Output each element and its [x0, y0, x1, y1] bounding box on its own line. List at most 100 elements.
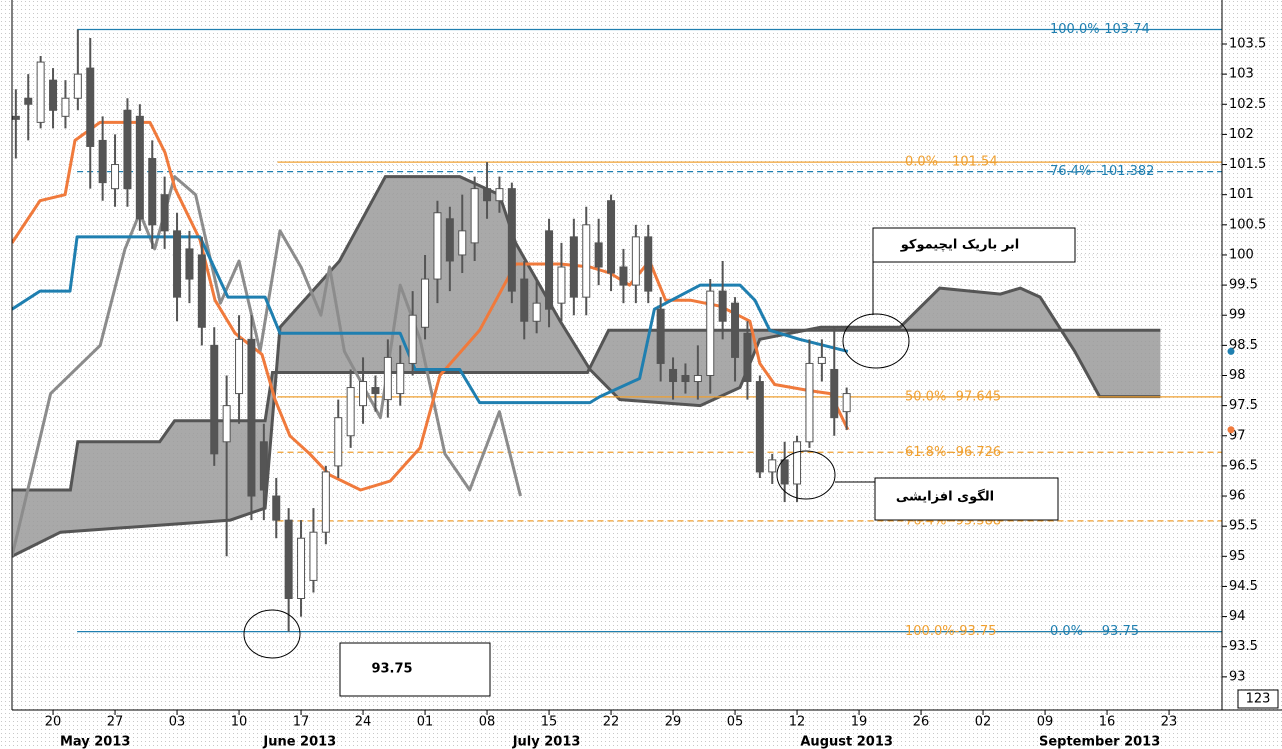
x-tick-label: 09: [1037, 715, 1054, 730]
candle-body: [594, 242, 603, 268]
x-tick-label: 01: [417, 715, 434, 730]
level-label: 0.0%----93.75: [1050, 624, 1139, 639]
level-label: 76.4%--101.382: [1050, 164, 1154, 179]
indicator-line: [12, 235, 849, 405]
level-label: 100.0%-103.74: [1050, 22, 1150, 37]
y-tick-label: 101: [1229, 187, 1254, 202]
x-tick-label: 10: [231, 715, 248, 730]
y-tick-label: 98: [1229, 368, 1246, 383]
candle-body: [656, 308, 665, 364]
candle-body: [842, 393, 851, 413]
month-label: September 2013: [1039, 735, 1160, 749]
annotation-text: ابر باریک ایچیموکو: [900, 238, 1020, 253]
y-tick-label: 95: [1229, 549, 1246, 564]
candle-body: [160, 194, 169, 232]
candle-body: [321, 471, 330, 533]
candle-body: [12, 115, 20, 120]
candle-body: [619, 266, 628, 286]
candle-body: [135, 115, 144, 220]
x-tick-label: 16: [1099, 715, 1116, 730]
annotation-circle: [776, 450, 836, 500]
candle-body: [768, 459, 777, 473]
candle-body: [793, 441, 802, 485]
y-tick-label: 101.5: [1229, 157, 1266, 172]
annotation-pattern: الگوی افزایشی: [776, 450, 1059, 521]
last-value-marker: [1227, 347, 1235, 355]
last-value-marker: [1227, 426, 1235, 434]
annotation-low: 93.75: [243, 609, 491, 697]
candle-body: [607, 200, 616, 274]
candle-body: [185, 248, 194, 280]
level-label: 50.0%--97.645: [905, 389, 1001, 404]
x-tick-label: 12: [789, 715, 806, 730]
candle-body: [421, 278, 430, 328]
candle-body: [61, 97, 70, 117]
month-label: May 2013: [60, 735, 131, 749]
candle-body: [545, 230, 554, 310]
candle-body: [644, 236, 653, 292]
x-tick-label: 29: [665, 715, 682, 730]
candle-body: [743, 332, 752, 383]
candle-body: [631, 236, 640, 286]
x-tick-label: 20: [45, 715, 62, 730]
cloud-line: [12, 328, 1161, 492]
y-tick-label: 94.5: [1229, 579, 1258, 594]
x-tick-label: 03: [169, 715, 186, 730]
candle-body: [111, 164, 120, 190]
x-tick-label: 02: [975, 715, 992, 730]
x-tick-label: 17: [293, 715, 310, 730]
y-tick-label: 99.5: [1229, 278, 1258, 293]
candle-body: [483, 188, 492, 202]
candle-body: [334, 417, 343, 467]
candle-body: [210, 344, 219, 455]
candle-body: [346, 387, 355, 437]
candle-body: [706, 290, 715, 376]
annotation-text: الگوی افزایشی: [896, 489, 994, 505]
candle-body: [173, 230, 182, 298]
candle-body: [718, 290, 727, 322]
candle-body: [396, 362, 405, 395]
month-label: June 2013: [262, 735, 336, 749]
candle-body: [309, 531, 318, 581]
cloud-line: [12, 175, 1161, 558]
plot-area: 100.0%-103.74 0.0%---101.54 76.4%--101.382…: [12, 22, 1222, 678]
annotation-circle: [842, 313, 910, 369]
candle-body: [693, 374, 702, 383]
candle-body: [197, 254, 206, 328]
candle-body: [148, 158, 157, 226]
candle-body: [371, 387, 380, 395]
candle-body: [731, 302, 740, 358]
candle-body: [681, 374, 690, 383]
y-tick-label: 103: [1229, 67, 1254, 82]
candle-body: [805, 362, 814, 443]
x-tick-label: 19: [851, 715, 868, 730]
month-label: July 2013: [512, 735, 581, 749]
x-tick-label: 15: [541, 715, 558, 730]
annotation-circle: [243, 609, 301, 659]
annotation-thin-cloud: ابر باریک ایچیموکو: [842, 227, 1076, 369]
annotation-box: [872, 227, 1076, 263]
x-tick-label: 08: [479, 715, 496, 730]
y-tick-label: 103.5: [1229, 36, 1266, 51]
candle-body: [36, 61, 45, 123]
candle-body: [495, 188, 504, 202]
y-tick-label: 97.5: [1229, 398, 1258, 413]
candle-body: [470, 188, 479, 244]
candle-body: [445, 218, 454, 262]
corner-label: 123: [1246, 692, 1271, 707]
candle-body: [383, 356, 392, 401]
candle-body: [755, 381, 764, 473]
candle-body: [830, 368, 839, 419]
y-tick-label: 93: [1229, 669, 1246, 684]
annotation-text: 93.75: [371, 662, 412, 677]
candle-body: [359, 381, 368, 407]
candle-body: [73, 73, 82, 99]
y-tick-label: 102: [1229, 127, 1254, 142]
y-tick-label: 93.5: [1229, 639, 1258, 654]
candle-body: [284, 519, 293, 599]
candle-body: [669, 368, 678, 383]
candle-body: [86, 67, 95, 147]
candle-body: [408, 314, 417, 364]
